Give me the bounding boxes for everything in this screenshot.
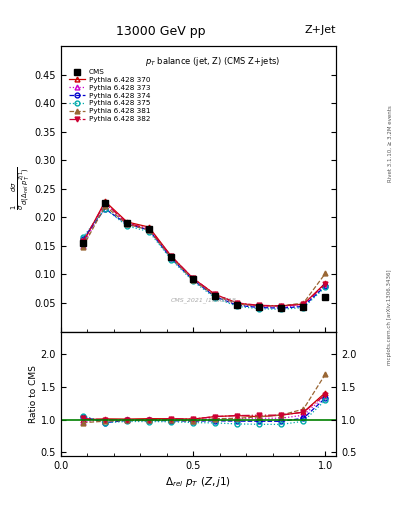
- Pythia 6.428 382: [81, 238, 85, 244]
- Pythia 6.428 374: [191, 277, 196, 283]
- Text: CMS_2021_I1966118: CMS_2021_I1966118: [171, 297, 237, 303]
- Line: Pythia 6.428 374: Pythia 6.428 374: [81, 206, 328, 311]
- Pythia 6.428 375: [323, 284, 328, 290]
- Pythia 6.428 370: [169, 253, 174, 259]
- Pythia 6.428 374: [169, 255, 174, 262]
- Y-axis label: $\frac{1}{\sigma}\frac{d\sigma}{d(\Delta_{rel}\ p_T^{Zj1})}$: $\frac{1}{\sigma}\frac{d\sigma}{d(\Delta…: [9, 167, 32, 210]
- Pythia 6.428 375: [301, 305, 306, 311]
- Pythia 6.428 375: [213, 295, 217, 301]
- Pythia 6.428 382: [169, 253, 174, 259]
- Pythia 6.428 375: [279, 306, 284, 312]
- Pythia 6.428 370: [257, 303, 262, 309]
- Line: Pythia 6.428 375: Pythia 6.428 375: [81, 206, 328, 312]
- Pythia 6.428 373: [103, 200, 107, 206]
- Pythia 6.428 381: [103, 203, 107, 209]
- Text: 13000 GeV pp: 13000 GeV pp: [116, 25, 206, 37]
- Pythia 6.428 374: [147, 227, 151, 233]
- Pythia 6.428 374: [81, 236, 85, 242]
- Pythia 6.428 375: [81, 234, 85, 241]
- Line: Pythia 6.428 381: Pythia 6.428 381: [81, 203, 328, 308]
- Pythia 6.428 374: [235, 302, 240, 308]
- Pythia 6.428 382: [257, 302, 262, 308]
- Pythia 6.428 373: [147, 226, 151, 232]
- Pythia 6.428 370: [213, 291, 217, 297]
- Pythia 6.428 382: [147, 226, 151, 232]
- Pythia 6.428 381: [191, 277, 196, 283]
- Pythia 6.428 375: [103, 206, 107, 212]
- Pythia 6.428 382: [191, 275, 196, 282]
- Pythia 6.428 373: [169, 254, 174, 261]
- Pythia 6.428 373: [191, 276, 196, 282]
- Text: $p_T$ balance (jet, Z) (CMS Z+jets): $p_T$ balance (jet, Z) (CMS Z+jets): [145, 55, 280, 68]
- Pythia 6.428 375: [257, 306, 262, 312]
- Pythia 6.428 374: [323, 283, 328, 289]
- Pythia 6.428 382: [279, 303, 284, 309]
- Line: Pythia 6.428 373: Pythia 6.428 373: [81, 201, 328, 309]
- Pythia 6.428 382: [103, 200, 107, 206]
- Pythia 6.428 370: [103, 198, 107, 204]
- Pythia 6.428 370: [125, 219, 129, 225]
- Pythia 6.428 374: [103, 206, 107, 212]
- Legend: CMS, Pythia 6.428 370, Pythia 6.428 373, Pythia 6.428 374, Pythia 6.428 375, Pyt: CMS, Pythia 6.428 370, Pythia 6.428 373,…: [67, 67, 152, 124]
- Pythia 6.428 370: [191, 275, 196, 282]
- Text: Rivet 3.1.10, ≥ 3.2M events: Rivet 3.1.10, ≥ 3.2M events: [387, 105, 392, 182]
- Pythia 6.428 374: [257, 305, 262, 311]
- Pythia 6.428 374: [213, 294, 217, 300]
- Pythia 6.428 375: [125, 223, 129, 229]
- Pythia 6.428 381: [257, 303, 262, 309]
- Pythia 6.428 381: [323, 270, 328, 276]
- Text: Z+Jet: Z+Jet: [305, 25, 336, 35]
- Pythia 6.428 370: [301, 301, 306, 307]
- Pythia 6.428 370: [279, 303, 284, 309]
- Pythia 6.428 373: [81, 243, 85, 249]
- Pythia 6.428 373: [125, 220, 129, 226]
- Pythia 6.428 381: [213, 292, 217, 298]
- Pythia 6.428 375: [147, 228, 151, 234]
- Pythia 6.428 381: [125, 221, 129, 227]
- Pythia 6.428 375: [169, 257, 174, 263]
- Pythia 6.428 373: [279, 304, 284, 310]
- Pythia 6.428 382: [323, 281, 328, 287]
- Pythia 6.428 370: [147, 224, 151, 230]
- X-axis label: $\Delta_{rel}\ p_T\ (Z,j1)$: $\Delta_{rel}\ p_T\ (Z,j1)$: [165, 475, 231, 489]
- Pythia 6.428 381: [279, 303, 284, 309]
- Line: Pythia 6.428 370: Pythia 6.428 370: [81, 199, 328, 308]
- Pythia 6.428 373: [235, 301, 240, 307]
- Pythia 6.428 373: [257, 304, 262, 310]
- Pythia 6.428 370: [81, 240, 85, 246]
- Text: mcplots.cern.ch [arXiv:1306.3436]: mcplots.cern.ch [arXiv:1306.3436]: [387, 270, 392, 365]
- Pythia 6.428 373: [213, 292, 217, 298]
- Pythia 6.428 382: [213, 291, 217, 297]
- Pythia 6.428 381: [81, 244, 85, 250]
- Pythia 6.428 381: [235, 301, 240, 307]
- Pythia 6.428 370: [235, 300, 240, 306]
- Pythia 6.428 381: [169, 254, 174, 261]
- Pythia 6.428 375: [191, 278, 196, 284]
- Pythia 6.428 373: [323, 282, 328, 288]
- Pythia 6.428 382: [235, 300, 240, 306]
- Pythia 6.428 370: [323, 280, 328, 286]
- Pythia 6.428 374: [279, 305, 284, 311]
- Pythia 6.428 374: [125, 221, 129, 227]
- Y-axis label: Ratio to CMS: Ratio to CMS: [29, 365, 38, 422]
- Pythia 6.428 381: [301, 300, 306, 306]
- Pythia 6.428 375: [235, 304, 240, 310]
- Pythia 6.428 374: [301, 304, 306, 310]
- Pythia 6.428 382: [125, 220, 129, 226]
- Line: Pythia 6.428 382: Pythia 6.428 382: [81, 201, 328, 308]
- Pythia 6.428 382: [301, 301, 306, 307]
- Pythia 6.428 381: [147, 227, 151, 233]
- Pythia 6.428 373: [301, 302, 306, 308]
